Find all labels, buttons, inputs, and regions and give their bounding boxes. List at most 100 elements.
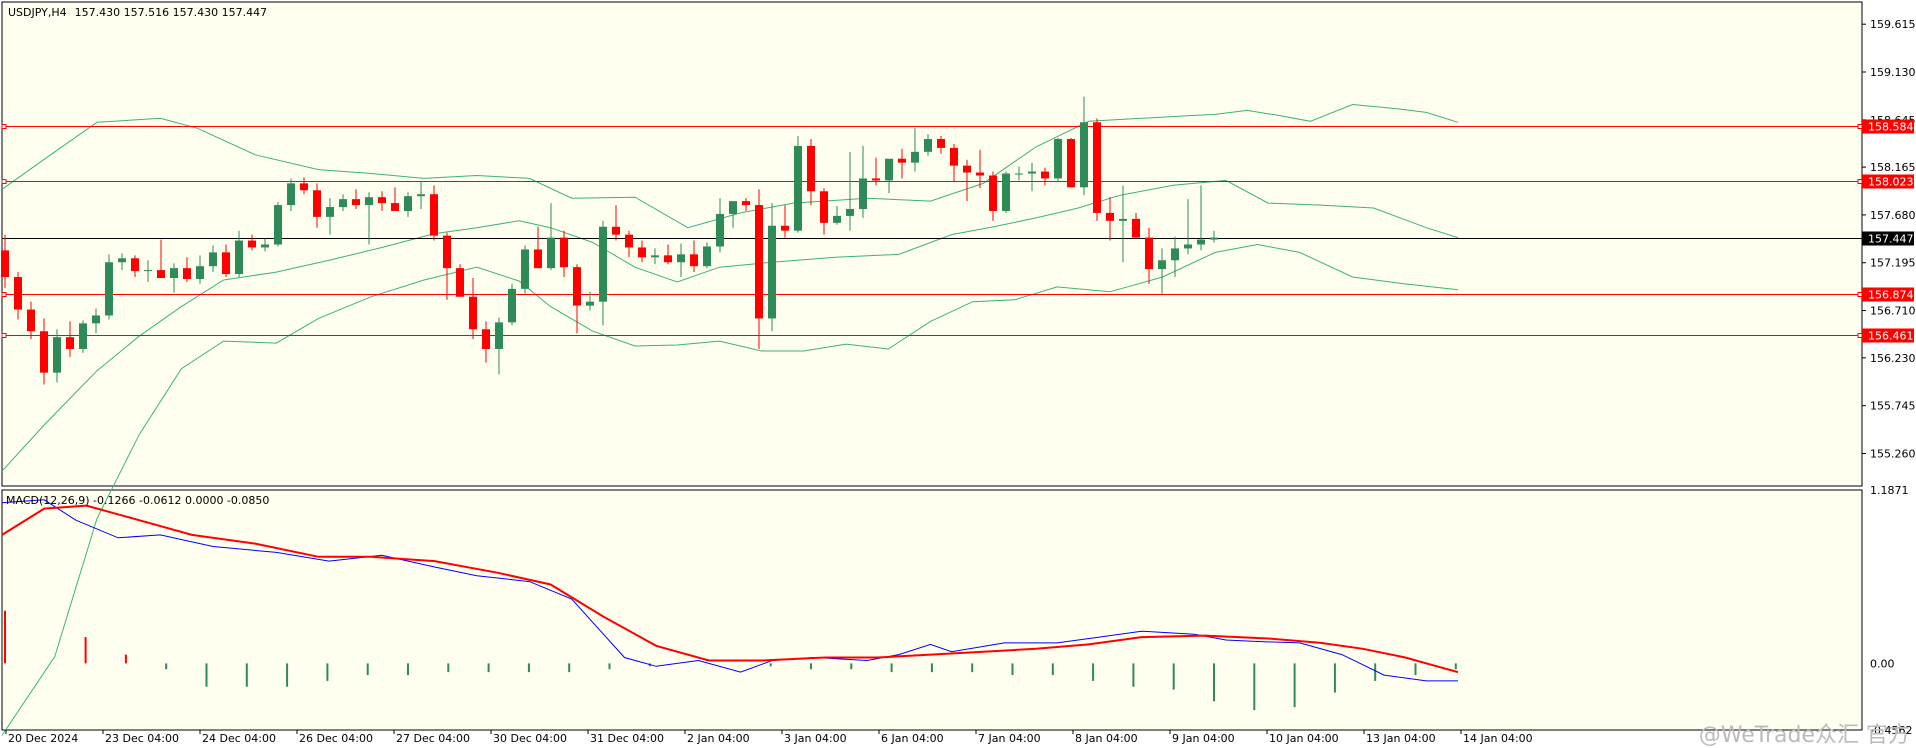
level-handle[interactable]	[1, 292, 7, 297]
candle[interactable]	[1145, 227, 1153, 284]
candle[interactable]	[14, 272, 22, 320]
candle[interactable]	[53, 329, 61, 383]
candle[interactable]	[495, 317, 503, 375]
candle[interactable]	[248, 234, 256, 251]
candle[interactable]	[534, 226, 542, 269]
candle[interactable]	[807, 139, 815, 206]
candle[interactable]	[196, 255, 204, 284]
candle[interactable]	[1132, 212, 1140, 238]
level-handle[interactable]	[1, 124, 7, 129]
candle[interactable]	[872, 157, 880, 186]
candle[interactable]	[742, 198, 750, 211]
candle[interactable]	[378, 191, 386, 211]
candle[interactable]	[66, 321, 74, 357]
candle[interactable]	[1093, 118, 1101, 221]
level-handle[interactable]	[1, 333, 7, 338]
candle[interactable]	[1210, 230, 1218, 243]
candle[interactable]	[1028, 162, 1036, 192]
candle[interactable]	[677, 243, 685, 278]
candle[interactable]	[963, 159, 971, 202]
candle[interactable]	[1119, 185, 1127, 263]
candle[interactable]	[1197, 185, 1205, 251]
candle[interactable]	[300, 177, 308, 195]
candle[interactable]	[664, 244, 672, 265]
candle[interactable]	[612, 205, 620, 241]
candle[interactable]	[1067, 138, 1075, 188]
candle[interactable]	[625, 230, 633, 258]
level-handle[interactable]	[1857, 333, 1863, 338]
candle[interactable]	[846, 151, 854, 231]
candle[interactable]	[469, 278, 477, 340]
candle[interactable]	[755, 189, 763, 349]
candle[interactable]	[274, 202, 282, 247]
candle[interactable]	[391, 187, 399, 211]
candle[interactable]	[404, 192, 412, 217]
candle[interactable]	[430, 185, 438, 241]
candle[interactable]	[79, 320, 87, 353]
candle[interactable]	[144, 260, 152, 282]
candle[interactable]	[859, 145, 867, 218]
candle[interactable]	[1158, 248, 1166, 294]
candle[interactable]	[339, 194, 347, 211]
candle[interactable]	[573, 264, 581, 334]
candle[interactable]	[313, 183, 321, 228]
candle[interactable]	[1184, 199, 1192, 255]
candle[interactable]	[40, 318, 48, 385]
candle[interactable]	[365, 192, 373, 245]
candle[interactable]	[1171, 236, 1179, 278]
candle[interactable]	[417, 181, 425, 210]
candle[interactable]	[209, 245, 217, 273]
candlesticks[interactable]	[1, 96, 1218, 385]
candle[interactable]	[560, 230, 568, 278]
candle[interactable]	[482, 321, 490, 363]
candle[interactable]	[1002, 171, 1010, 213]
candle[interactable]	[92, 308, 100, 334]
candle[interactable]	[989, 171, 997, 221]
candle[interactable]	[157, 239, 165, 279]
candle[interactable]	[1054, 138, 1062, 183]
level-handle[interactable]	[1, 179, 7, 184]
candle[interactable]	[118, 253, 126, 271]
candle[interactable]	[690, 240, 698, 273]
candle[interactable]	[599, 220, 607, 326]
candle[interactable]	[443, 232, 451, 300]
candle[interactable]	[27, 301, 35, 340]
candle[interactable]	[235, 230, 243, 278]
candle[interactable]	[1080, 96, 1088, 196]
candle[interactable]	[781, 205, 789, 238]
candle[interactable]	[950, 143, 958, 182]
candle[interactable]	[326, 198, 334, 235]
candle[interactable]	[820, 188, 828, 235]
candle[interactable]	[833, 206, 841, 225]
candle[interactable]	[352, 189, 360, 210]
candle[interactable]	[911, 128, 919, 172]
candle[interactable]	[287, 178, 295, 211]
candle[interactable]	[976, 149, 984, 189]
candle[interactable]	[716, 198, 724, 253]
candle[interactable]	[261, 238, 269, 252]
candle[interactable]	[586, 291, 594, 311]
candle[interactable]	[768, 203, 776, 332]
candle[interactable]	[794, 136, 802, 233]
candle[interactable]	[1106, 197, 1114, 241]
candle[interactable]	[729, 201, 737, 228]
candle[interactable]	[924, 134, 932, 156]
candle[interactable]	[183, 257, 191, 282]
level-handle[interactable]	[1857, 124, 1863, 129]
candle[interactable]	[1041, 167, 1049, 186]
candle[interactable]	[937, 136, 945, 154]
candle[interactable]	[131, 255, 139, 278]
candle[interactable]	[703, 242, 711, 269]
candle[interactable]	[898, 148, 906, 179]
candle[interactable]	[1015, 166, 1023, 181]
candle[interactable]	[651, 248, 659, 265]
candle[interactable]	[638, 240, 646, 263]
candle[interactable]	[885, 158, 893, 194]
candle[interactable]	[1, 234, 9, 288]
candle[interactable]	[456, 264, 464, 297]
candle[interactable]	[547, 203, 555, 271]
candle[interactable]	[170, 263, 178, 293]
candle[interactable]	[521, 245, 529, 294]
level-handle[interactable]	[1857, 292, 1863, 297]
candle[interactable]	[105, 254, 113, 320]
